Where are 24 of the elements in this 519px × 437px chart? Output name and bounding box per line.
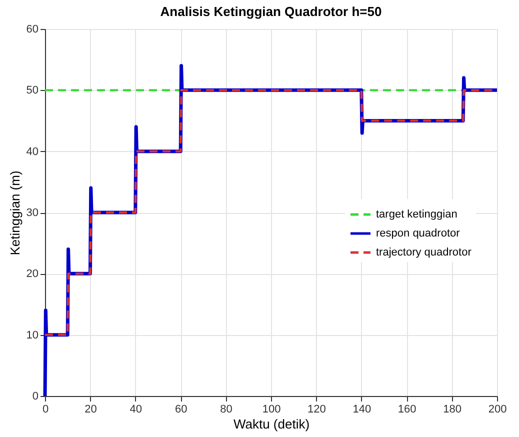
x-tick-label: 20 bbox=[84, 404, 97, 416]
y-tick-label: 40 bbox=[26, 146, 38, 158]
x-tick-label: 180 bbox=[443, 404, 462, 416]
y-tick-label: 20 bbox=[26, 268, 38, 280]
x-tick-label: 120 bbox=[308, 404, 326, 416]
x-tick-label: 60 bbox=[174, 404, 188, 416]
y-tick-label: 30 bbox=[26, 207, 38, 219]
x-tick-label: 80 bbox=[220, 404, 232, 416]
y-tick-label: 60 bbox=[26, 24, 38, 36]
chart-title: Analisis Ketinggian Quadrotor h=50 bbox=[160, 4, 382, 19]
legend-label: target ketinggian bbox=[376, 208, 458, 220]
y-axis-title: Ketinggian (m) bbox=[7, 170, 22, 256]
x-tick-label: 140 bbox=[352, 404, 372, 416]
x-tick-label: 40 bbox=[130, 404, 142, 416]
x-axis-title: Waktu (detik) bbox=[233, 416, 310, 432]
x-tick-label: 0 bbox=[42, 404, 49, 416]
legend-label: trajectory quadrotor bbox=[376, 246, 472, 258]
x-tick-label: 160 bbox=[398, 404, 416, 416]
x-tick-label: 200 bbox=[488, 404, 507, 416]
legend-label: respon quadrotor bbox=[376, 228, 460, 240]
y-tick-label: 0 bbox=[32, 390, 38, 402]
y-tick-label: 50 bbox=[26, 84, 38, 97]
x-tick-label: 100 bbox=[262, 404, 281, 416]
y-tick-label: 10 bbox=[26, 329, 38, 342]
